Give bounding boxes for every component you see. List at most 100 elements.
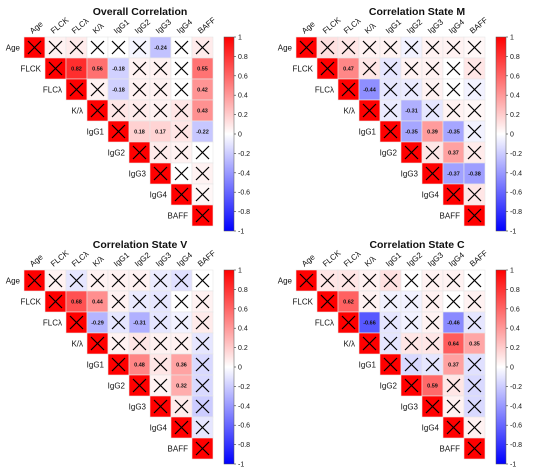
row-label: FLCλ — [315, 86, 334, 95]
column-label: K/λ — [91, 21, 106, 35]
nonsignificant-cross — [153, 145, 168, 160]
colorbar-tick-label: 0.6 — [238, 306, 248, 313]
nonsignificant-cross — [174, 294, 189, 309]
cell-value-label: -0.31 — [133, 321, 146, 327]
nonsignificant-cross — [90, 82, 105, 97]
nonsignificant-cross — [48, 273, 63, 288]
nonsignificant-cross — [383, 315, 398, 330]
column-label: IgG2 — [405, 250, 424, 268]
nonsignificant-cross — [174, 40, 189, 55]
column-label: FLCλ — [342, 249, 362, 268]
nonsignificant-cross — [425, 145, 440, 160]
nonsignificant-cross — [467, 40, 482, 55]
nonsignificant-cross — [425, 357, 440, 372]
nonsignificant-cross — [425, 166, 440, 181]
nonsignificant-cross — [341, 40, 356, 55]
column-label: Age — [300, 252, 317, 268]
nonsignificant-cross — [132, 273, 147, 288]
nonsignificant-cross — [111, 40, 126, 55]
nonsignificant-cross — [446, 273, 461, 288]
row-label: Age — [6, 277, 21, 286]
nonsignificant-cross — [446, 420, 461, 435]
nonsignificant-cross — [174, 399, 189, 414]
colorbar-tick-label: -0.4 — [238, 403, 250, 410]
cell-value-label: 0.18 — [134, 130, 145, 136]
nonsignificant-cross — [153, 61, 168, 76]
row-label: BAFF — [440, 212, 461, 221]
colorbar-tick-label: 0.8 — [238, 54, 248, 61]
row-label: FLCK — [21, 65, 42, 74]
nonsignificant-cross — [467, 82, 482, 97]
colorbar-tick-label: 0 — [510, 365, 514, 372]
nonsignificant-cross — [425, 82, 440, 97]
nonsignificant-cross — [132, 82, 147, 97]
nonsignificant-cross — [153, 399, 168, 414]
nonsignificant-cross — [90, 336, 105, 351]
row-label: IgG3 — [129, 170, 147, 179]
nonsignificant-cross — [195, 399, 210, 414]
row-label: Age — [278, 44, 293, 53]
cell-value-label: -0.44 — [363, 88, 376, 94]
nonsignificant-cross — [132, 336, 147, 351]
chart-title: Correlation State V — [93, 239, 188, 251]
column-label: IgG3 — [154, 250, 173, 268]
nonsignificant-cross — [111, 103, 126, 118]
colorbar-tick-label: -0.8 — [238, 442, 250, 449]
nonsignificant-cross — [195, 166, 210, 181]
nonsignificant-cross — [320, 40, 335, 55]
nonsignificant-cross — [174, 124, 189, 139]
nonsignificant-cross — [111, 273, 126, 288]
colorbar-tick-label: 0.2 — [238, 345, 248, 352]
nonsignificant-cross — [467, 378, 482, 393]
nonsignificant-cross — [320, 294, 335, 309]
column-label: FLCλ — [70, 16, 90, 35]
nonsignificant-cross — [153, 82, 168, 97]
cell-value-label: -0.46 — [447, 321, 460, 327]
nonsignificant-cross — [383, 336, 398, 351]
nonsignificant-cross — [132, 145, 147, 160]
row-label: IgG1 — [87, 128, 105, 137]
cell-value-label: -0.35 — [447, 130, 460, 136]
chart-title: Overall Correlation — [93, 6, 188, 18]
nonsignificant-cross — [153, 315, 168, 330]
cell-value-label: -0.29 — [91, 321, 104, 327]
nonsignificant-cross — [425, 399, 440, 414]
nonsignificant-cross — [195, 273, 210, 288]
cell-value-label: 0.55 — [197, 67, 208, 73]
colorbar-tick-label: 0.6 — [238, 73, 248, 80]
nonsignificant-cross — [467, 208, 482, 223]
nonsignificant-cross — [299, 273, 314, 288]
cell-value-label: 0.42 — [197, 88, 208, 94]
nonsignificant-cross — [404, 145, 419, 160]
colorbar-tick-label: 0.4 — [510, 93, 520, 100]
nonsignificant-cross — [467, 420, 482, 435]
nonsignificant-cross — [69, 273, 84, 288]
column-label: FLCK — [49, 248, 71, 268]
colorbar-tick-label: 1 — [510, 268, 514, 275]
colorbar-tick-label: -0.8 — [510, 442, 522, 449]
column-label: K/λ — [363, 254, 378, 268]
colorbar-tick-label: -0.4 — [238, 170, 250, 177]
nonsignificant-cross — [404, 40, 419, 55]
nonsignificant-cross — [404, 294, 419, 309]
row-label: FLCK — [293, 298, 314, 307]
nonsignificant-cross — [195, 357, 210, 372]
colorbar-tick-label: -0.6 — [510, 190, 522, 197]
nonsignificant-cross — [90, 273, 105, 288]
nonsignificant-cross — [341, 315, 356, 330]
cell-value-label: 0.44 — [92, 300, 104, 306]
row-label: IgG2 — [108, 382, 126, 391]
colorbar-tick-label: 0 — [238, 132, 242, 139]
colorbar-tick-label: 0.6 — [510, 306, 520, 313]
colorbar-tick-label: -1 — [238, 229, 244, 236]
nonsignificant-cross — [341, 82, 356, 97]
nonsignificant-cross — [299, 40, 314, 55]
nonsignificant-cross — [111, 315, 126, 330]
row-label: BAFF — [168, 212, 189, 221]
nonsignificant-cross — [48, 294, 63, 309]
nonsignificant-cross — [174, 82, 189, 97]
nonsignificant-cross — [425, 315, 440, 330]
cell-value-label: 0.17 — [155, 130, 166, 136]
cell-value-label: 0.36 — [176, 363, 187, 369]
